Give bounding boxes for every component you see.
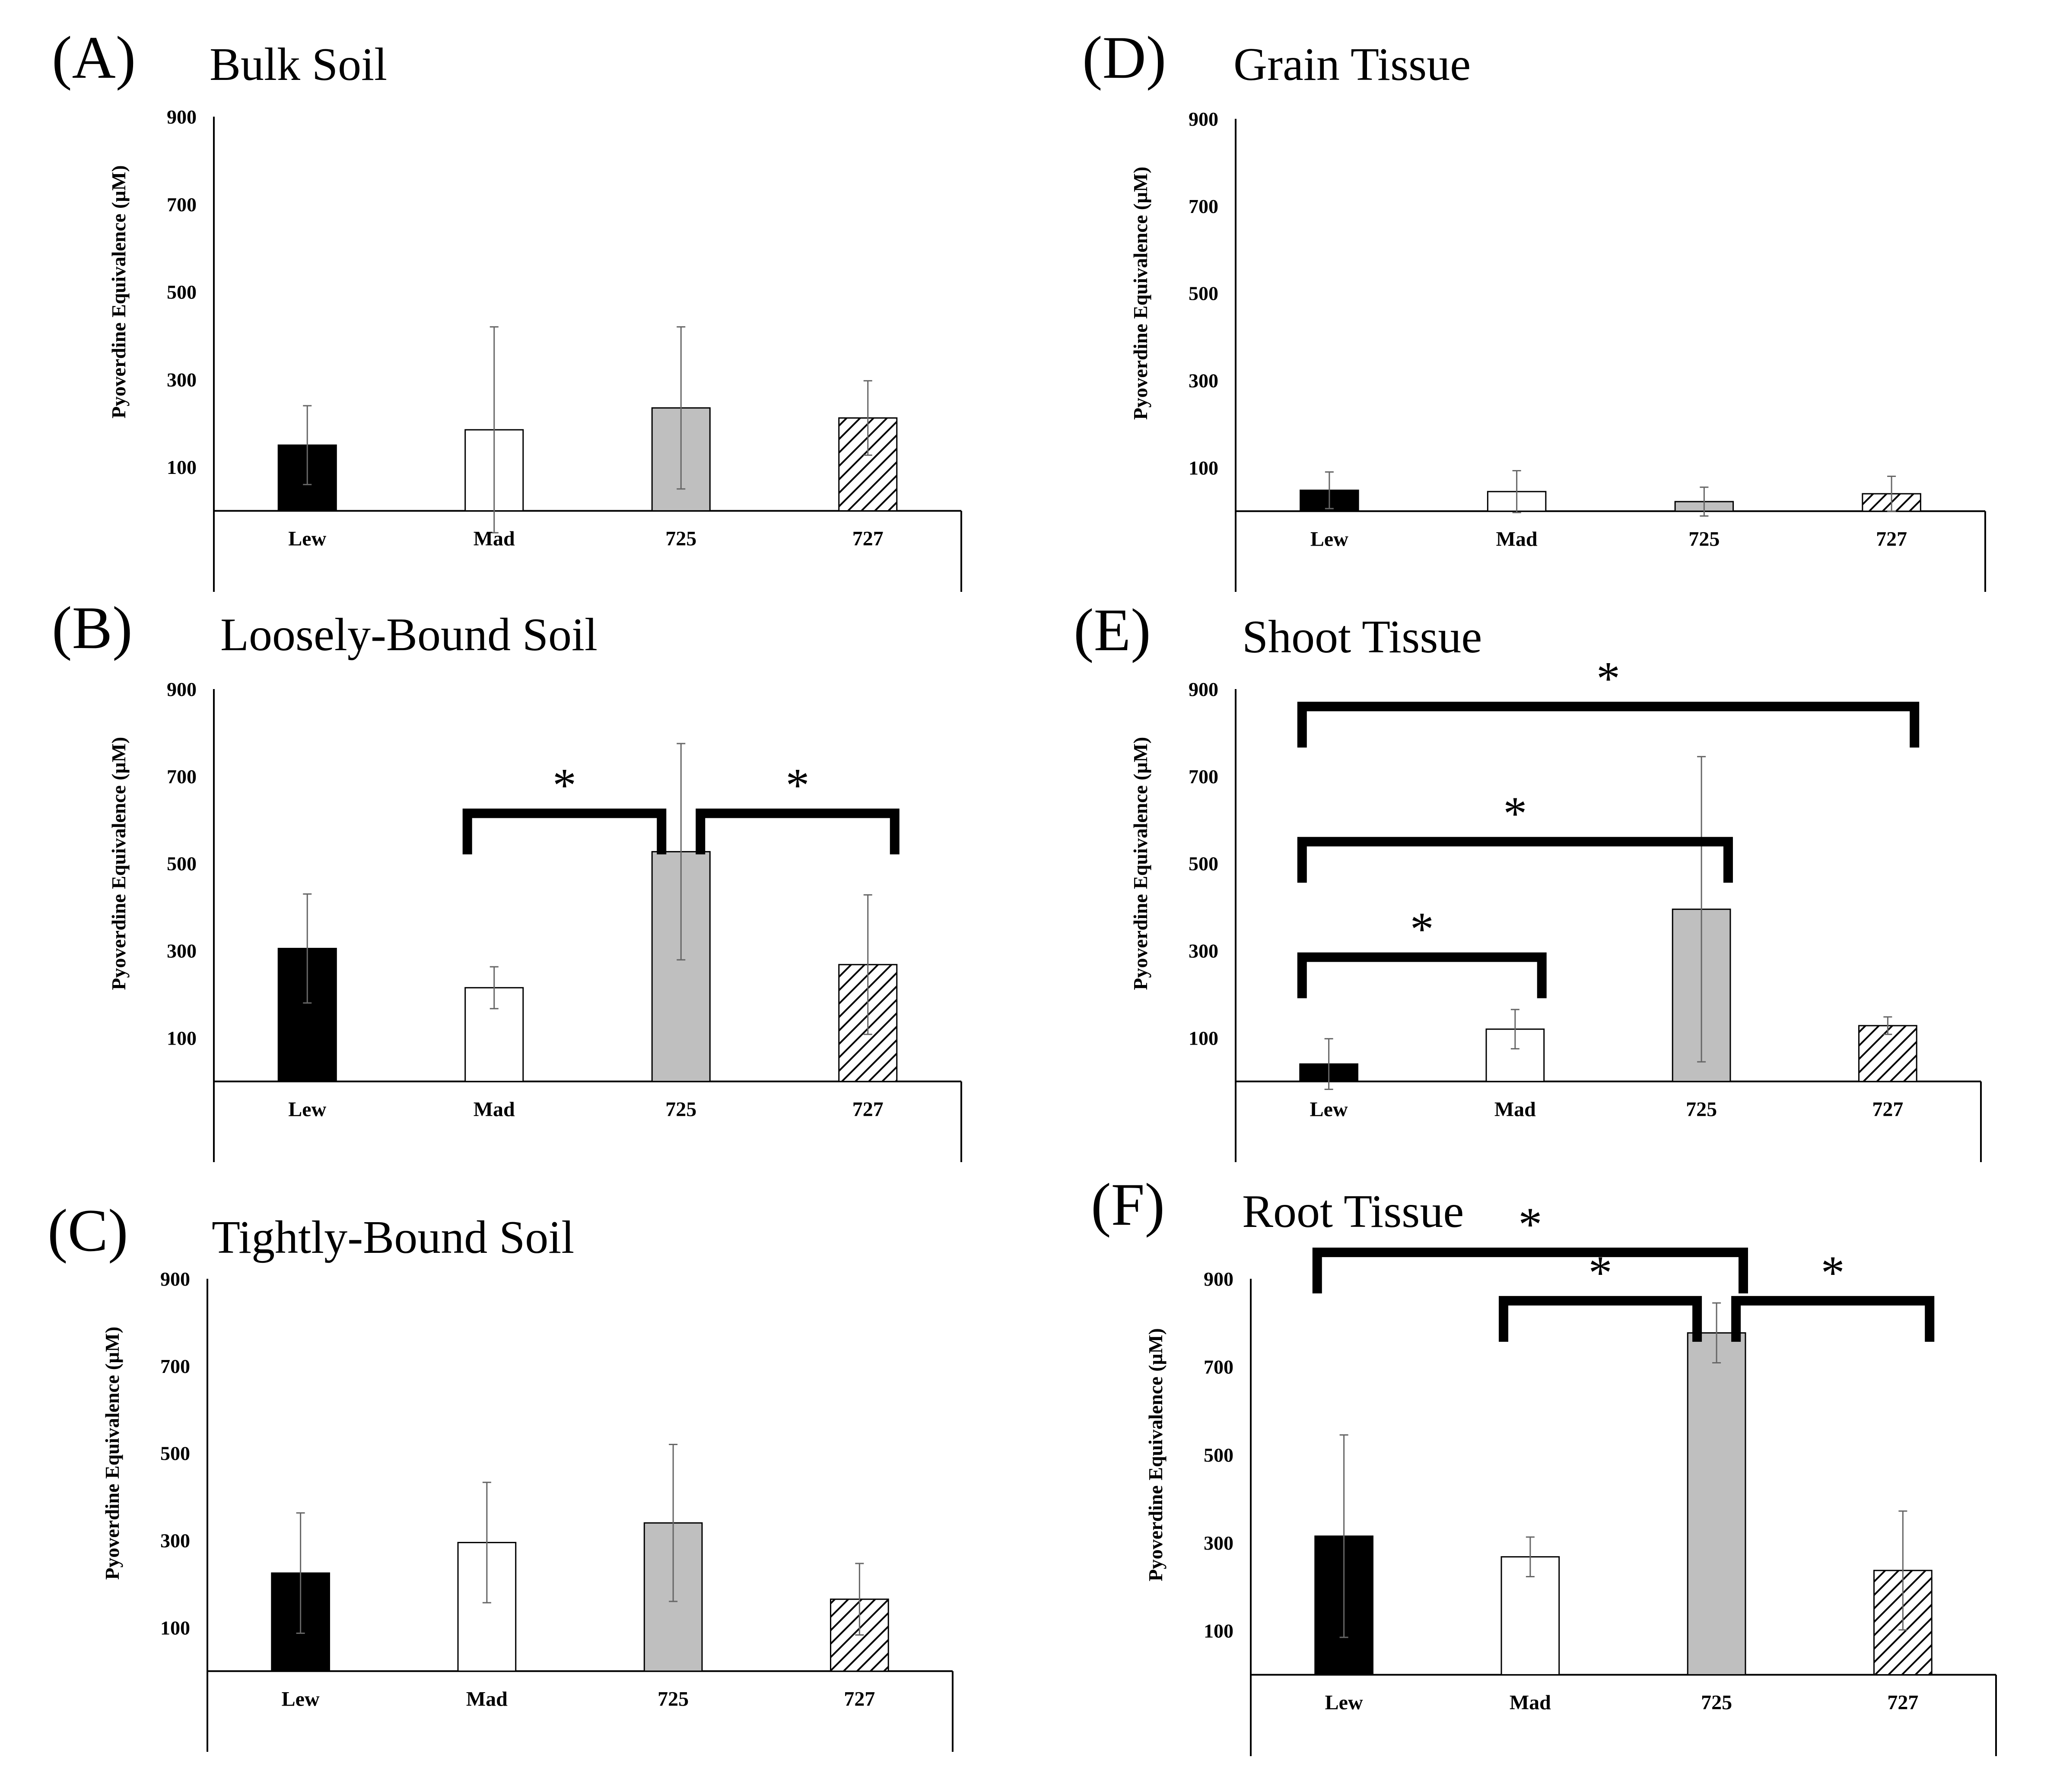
x-tick-label: Lew <box>1325 1691 1363 1714</box>
y-tick-label: 500 <box>167 853 197 875</box>
y-tick-label: 700 <box>167 194 197 216</box>
x-tick-label: 725 <box>1686 1098 1717 1121</box>
significance-bracket <box>1297 952 1547 998</box>
y-tick-label: 900 <box>1204 1268 1233 1290</box>
x-tick-label: 727 <box>1872 1098 1903 1121</box>
chart-title: Tightly-Bound Soil <box>212 1212 574 1263</box>
x-tick-label: 725 <box>665 527 696 550</box>
y-tick-label: 500 <box>1189 283 1218 305</box>
y-tick-label: 900 <box>1189 108 1218 130</box>
y-tick-label: 300 <box>167 369 197 391</box>
y-tick-label: 100 <box>1189 457 1218 479</box>
y-tick-label: 300 <box>1189 940 1218 962</box>
y-tick-label: 900 <box>160 1268 190 1290</box>
significance-star: * <box>1518 1198 1542 1251</box>
significance-star: * <box>1410 903 1434 956</box>
x-tick-label: Lew <box>288 1098 326 1121</box>
x-tick-label: Mad <box>1510 1691 1551 1714</box>
chart-title: Shoot Tissue <box>1242 611 1482 663</box>
y-axis-label: Pyoverdine Equivalence (µM) <box>1129 737 1151 990</box>
x-tick-label: Lew <box>282 1687 320 1710</box>
y-tick-label: 900 <box>1189 678 1218 700</box>
significance-bracket <box>1297 837 1733 883</box>
y-tick-label: 500 <box>167 281 197 303</box>
panel-letter: (A) <box>52 24 136 91</box>
significance-bracket <box>1731 1296 1935 1342</box>
x-tick-label: 727 <box>1876 527 1907 550</box>
panel-letter: (B) <box>52 594 133 661</box>
x-tick-label: Lew <box>1310 1098 1348 1121</box>
x-tick-label: 725 <box>658 1687 689 1710</box>
y-tick-label: 100 <box>160 1617 190 1639</box>
x-tick-label: Mad <box>1494 1098 1536 1121</box>
bar-725 <box>1687 1332 1746 1676</box>
significance-bracket <box>1297 702 1920 748</box>
chart-panel-c: (C) Tightly-Bound Soil 100 300 500 700 900 Pyov… <box>48 1197 954 1752</box>
panel-letter: (C) <box>48 1197 128 1264</box>
y-axis-label: Pyoverdine Equivalence (µM) <box>101 1327 123 1580</box>
chart-title: Bulk Soil <box>210 39 387 90</box>
y-tick-label: 100 <box>1189 1027 1218 1049</box>
y-tick-label: 300 <box>1189 370 1218 392</box>
y-tick-label: 900 <box>167 678 197 700</box>
y-tick-label: 700 <box>1204 1356 1233 1378</box>
y-tick-label: 300 <box>167 940 197 962</box>
chart-title: Root Tissue <box>1242 1186 1464 1237</box>
y-tick-label: 300 <box>1204 1532 1233 1554</box>
y-tick-label: 100 <box>1204 1620 1233 1642</box>
x-tick-label: Mad <box>1496 527 1538 550</box>
chart-title: Grain Tissue <box>1233 39 1471 90</box>
x-tick-label: Mad <box>474 527 515 550</box>
x-tick-label: Lew <box>288 527 326 550</box>
y-tick-label: 300 <box>160 1530 190 1552</box>
y-tick-label: 500 <box>160 1442 190 1465</box>
y-tick-label: 100 <box>167 1027 197 1049</box>
x-tick-label: Mad <box>474 1098 515 1121</box>
significance-star: * <box>1589 1246 1612 1299</box>
y-tick-label: 900 <box>167 106 197 128</box>
panel-letter: (F) <box>1091 1171 1165 1238</box>
y-tick-label: 500 <box>1204 1444 1233 1466</box>
chart-title: Loosely-Bound Soil <box>220 609 598 661</box>
significance-bracket <box>1499 1296 1702 1342</box>
y-tick-label: 700 <box>1189 195 1218 217</box>
x-tick-label: Lew <box>1310 527 1348 550</box>
x-tick-label: Mad <box>466 1687 508 1710</box>
chart-panel-f: (F) Root Tissue 100 300 500 700 900 Pyoverdine … <box>1091 1171 1997 1756</box>
chart-panel-a: (A) Bulk Soil 100 300 500 700 900 Pyoverdine Eq… <box>52 24 962 592</box>
x-tick-label: 727 <box>844 1687 875 1710</box>
y-tick-label: 700 <box>167 766 197 788</box>
significance-star: * <box>786 759 810 812</box>
chart-panel-d: (D) Grain Tissue 100 300 500 700 900 Pyoverdine… <box>1082 24 1986 592</box>
significance-star: * <box>1596 652 1620 705</box>
y-axis-label: Pyoverdine Equivalence (µM) <box>108 737 130 990</box>
x-tick-label: 727 <box>852 527 884 550</box>
x-tick-label: 727 <box>852 1098 884 1121</box>
bar-mad <box>1500 1556 1560 1676</box>
significance-bracket <box>462 808 667 855</box>
y-tick-label: 100 <box>167 456 197 478</box>
significance-star: * <box>553 759 576 812</box>
y-axis-label: Pyoverdine Equivalence (µM) <box>1129 167 1151 420</box>
significance-bracket <box>1312 1247 1748 1293</box>
x-tick-label: 725 <box>665 1098 696 1121</box>
y-tick-label: 700 <box>1189 766 1218 788</box>
y-tick-label: 500 <box>1189 853 1218 875</box>
significance-star: * <box>1503 787 1527 840</box>
x-tick-label: 727 <box>1887 1691 1918 1714</box>
chart-panel-e: (E) Shoot Tissue 100 300 500 700 900 Pyoverdine… <box>1074 597 1982 1162</box>
x-tick-label: 725 <box>1701 1691 1732 1714</box>
significance-star: * <box>1821 1246 1845 1299</box>
panel-letter: (E) <box>1074 597 1151 664</box>
x-tick-label: 725 <box>1688 527 1720 550</box>
y-axis-label: Pyoverdine Equivalence (µM) <box>108 165 130 418</box>
panel-letter: (D) <box>1082 24 1166 91</box>
y-tick-label: 700 <box>160 1355 190 1377</box>
chart-panel-b: (B) Loosely-Bound Soil 100 300 500 700 900 Pyov… <box>52 594 962 1162</box>
y-axis-label: Pyoverdine Equivalence (µM) <box>1144 1328 1167 1581</box>
significance-bracket <box>696 808 900 855</box>
